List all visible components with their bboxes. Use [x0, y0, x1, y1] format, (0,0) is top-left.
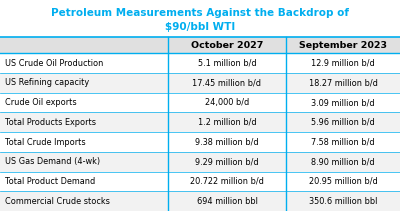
Text: Total Crude Imports: Total Crude Imports: [5, 138, 86, 147]
Text: 17.45 million b/d: 17.45 million b/d: [192, 78, 262, 87]
Text: 5.96 million b/d: 5.96 million b/d: [311, 118, 375, 127]
Text: 3.09 million b/d: 3.09 million b/d: [311, 98, 375, 107]
Text: Petroleum Measurements Against the Backdrop of: Petroleum Measurements Against the Backd…: [51, 8, 349, 18]
Text: Crude Oil exports: Crude Oil exports: [5, 98, 76, 107]
Text: 694 million bbl: 694 million bbl: [196, 197, 258, 206]
Text: 8.90 million b/d: 8.90 million b/d: [311, 157, 375, 166]
Bar: [0, 112, 400, 132]
Text: Total Products Exports: Total Products Exports: [5, 118, 96, 127]
Text: $90/bbl WTI: $90/bbl WTI: [165, 22, 235, 32]
Text: October 2027: October 2027: [191, 41, 263, 50]
Text: 20.722 million b/d: 20.722 million b/d: [190, 177, 264, 186]
Bar: [0, 37, 400, 53]
Bar: [0, 73, 400, 93]
Text: 24,000 b/d: 24,000 b/d: [205, 98, 249, 107]
Text: 18.27 million b/d: 18.27 million b/d: [308, 78, 378, 87]
Text: 1.2 million b/d: 1.2 million b/d: [198, 118, 256, 127]
Text: 350.6 million bbl: 350.6 million bbl: [309, 197, 377, 206]
Bar: [0, 152, 400, 172]
Text: Total Product Demand: Total Product Demand: [5, 177, 95, 186]
Text: 7.58 million b/d: 7.58 million b/d: [311, 138, 375, 147]
Text: 5.1 million b/d: 5.1 million b/d: [198, 59, 256, 68]
Bar: [0, 53, 400, 73]
Text: Commercial Crude stocks: Commercial Crude stocks: [5, 197, 110, 206]
Text: US Gas Demand (4-wk): US Gas Demand (4-wk): [5, 157, 100, 166]
Text: 20.95 million b/d: 20.95 million b/d: [309, 177, 377, 186]
Bar: [0, 93, 400, 112]
Text: 9.38 million b/d: 9.38 million b/d: [195, 138, 259, 147]
Bar: [0, 132, 400, 152]
Text: September 2023: September 2023: [299, 41, 387, 50]
Bar: [0, 0, 400, 37]
Text: US Crude Oil Production: US Crude Oil Production: [5, 59, 103, 68]
Text: 9.29 million b/d: 9.29 million b/d: [195, 157, 259, 166]
Text: 12.9 million b/d: 12.9 million b/d: [311, 59, 375, 68]
Text: US Refining capacity: US Refining capacity: [5, 78, 89, 87]
Bar: [0, 172, 400, 191]
Bar: [0, 191, 400, 211]
